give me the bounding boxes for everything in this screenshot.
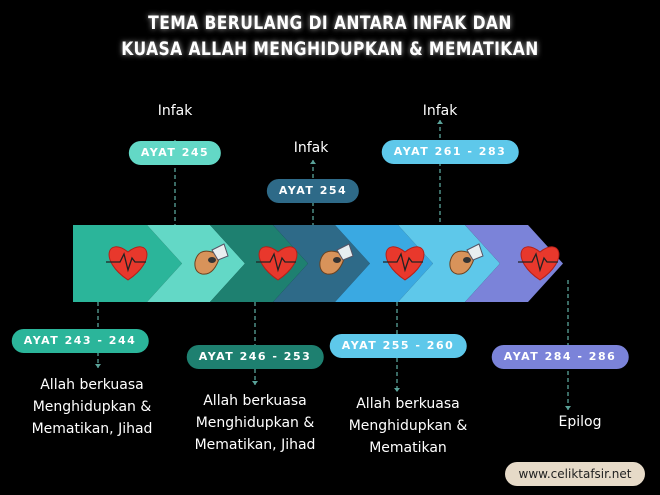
sleeve-icon <box>336 243 354 261</box>
website-link[interactable]: www.celiktafsir.net <box>505 462 645 486</box>
arrow-down-icon <box>252 381 258 385</box>
arrow-down-icon <box>95 364 101 368</box>
heartbeat-line-icon <box>383 252 423 273</box>
heartbeat-line-icon <box>518 252 558 273</box>
bottom-ayat-pill-2: AYAT 246 - 253 <box>186 345 324 369</box>
bottom-ayat-pill-1: AYAT 243 - 244 <box>11 329 149 353</box>
text-line: Menghidupkan & <box>195 415 315 431</box>
title-line-2: KUASA ALLAH MENGHIDUPKAN & MEMATIKAN <box>121 38 539 60</box>
coin-icon <box>333 257 341 263</box>
arrow-up-icon <box>310 160 316 164</box>
heartbeat-line-icon <box>256 252 296 273</box>
hand-icon <box>319 250 346 275</box>
arrow-down-icon <box>565 406 571 410</box>
title-line-1: TEMA BERULANG DI ANTARA INFAK DAN <box>148 12 512 34</box>
coin-icon <box>463 257 471 263</box>
sleeve-icon <box>466 243 484 261</box>
top-label-1: Infak <box>157 103 193 119</box>
text-line: Mematikan, Jihad <box>194 437 316 453</box>
arrow-down-icon <box>394 388 400 392</box>
bottom-text-2: Allah berkuasa Menghidupkan & Mematikan,… <box>195 390 316 456</box>
text-line: Mematikan, Jihad <box>31 421 153 437</box>
text-line: Menghidupkan & <box>32 399 152 415</box>
text-line: Menghidupkan & <box>348 418 468 434</box>
hand-icon <box>449 250 476 275</box>
text-line: Allah berkuasa <box>356 396 460 412</box>
bottom-text-4: Epilog <box>559 411 602 433</box>
top-ayat-pill-2: AYAT 254 <box>266 179 360 203</box>
arrow-segment <box>398 225 500 302</box>
text-line: Allah berkuasa <box>40 377 144 393</box>
arrow-up-icon <box>437 120 443 124</box>
arrow-segment <box>335 225 433 302</box>
arrow-segment <box>210 225 308 302</box>
top-label-2: Infak <box>293 140 329 156</box>
bottom-ayat-pill-4: AYAT 284 - 286 <box>491 345 629 369</box>
text-line: Epilog <box>558 414 602 430</box>
text-line: Mematikan <box>369 440 447 456</box>
coin-icon <box>208 257 216 263</box>
hand-icon <box>194 250 221 275</box>
top-label-3: Infak <box>422 103 458 119</box>
heartbeat-line-icon <box>106 252 146 273</box>
arrow-segment <box>465 225 563 302</box>
top-ayat-pill-1: AYAT 245 <box>128 141 222 165</box>
bottom-text-3: Allah berkuasa Menghidupkan & Mematikan <box>349 393 468 459</box>
bottom-ayat-pill-3: AYAT 255 - 260 <box>329 334 467 358</box>
text-line: Allah berkuasa <box>203 393 307 409</box>
bottom-text-1: Allah berkuasa Menghidupkan & Mematikan,… <box>32 374 153 440</box>
top-ayat-pill-3: AYAT 261 - 283 <box>381 140 519 164</box>
sleeve-icon <box>211 243 229 261</box>
